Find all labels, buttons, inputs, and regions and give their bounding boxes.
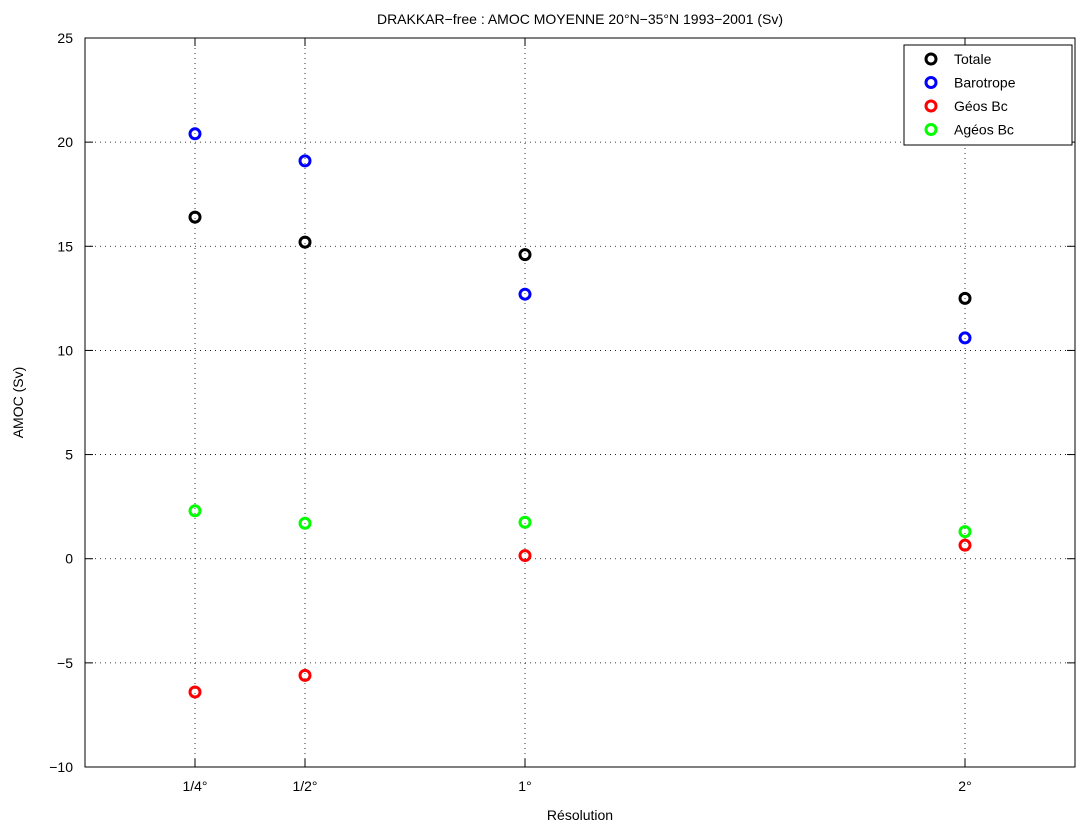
- legend: Totale Barotrope Géos Bc Agéos Bc: [904, 45, 1072, 145]
- legend-label: Agéos Bc: [954, 122, 1014, 138]
- x-tick-label: 1/4°: [182, 778, 207, 794]
- legend-label: Totale: [954, 51, 992, 67]
- legend-label: Géos Bc: [954, 98, 1008, 114]
- x-tick-label: 1°: [518, 778, 531, 794]
- y-tick-label: −5: [57, 655, 73, 671]
- y-tick-label: −10: [49, 759, 73, 775]
- x-axis-label: Résolution: [547, 807, 613, 823]
- y-tick-label: 0: [65, 551, 73, 567]
- y-tick-label: 20: [57, 134, 73, 150]
- y-tick-label: 10: [57, 342, 73, 358]
- y-tick-label: 15: [57, 238, 73, 254]
- legend-label: Barotrope: [954, 75, 1016, 91]
- chart-title: DRAKKAR−free : AMOC MOYENNE 20°N−35°N 19…: [377, 11, 783, 27]
- y-tick-label: 25: [57, 30, 73, 46]
- x-tick-label: 2°: [958, 778, 971, 794]
- y-axis-label: AMOC (Sv): [10, 367, 26, 439]
- y-tick-label: 5: [65, 447, 73, 463]
- x-tick-label: 1/2°: [292, 778, 317, 794]
